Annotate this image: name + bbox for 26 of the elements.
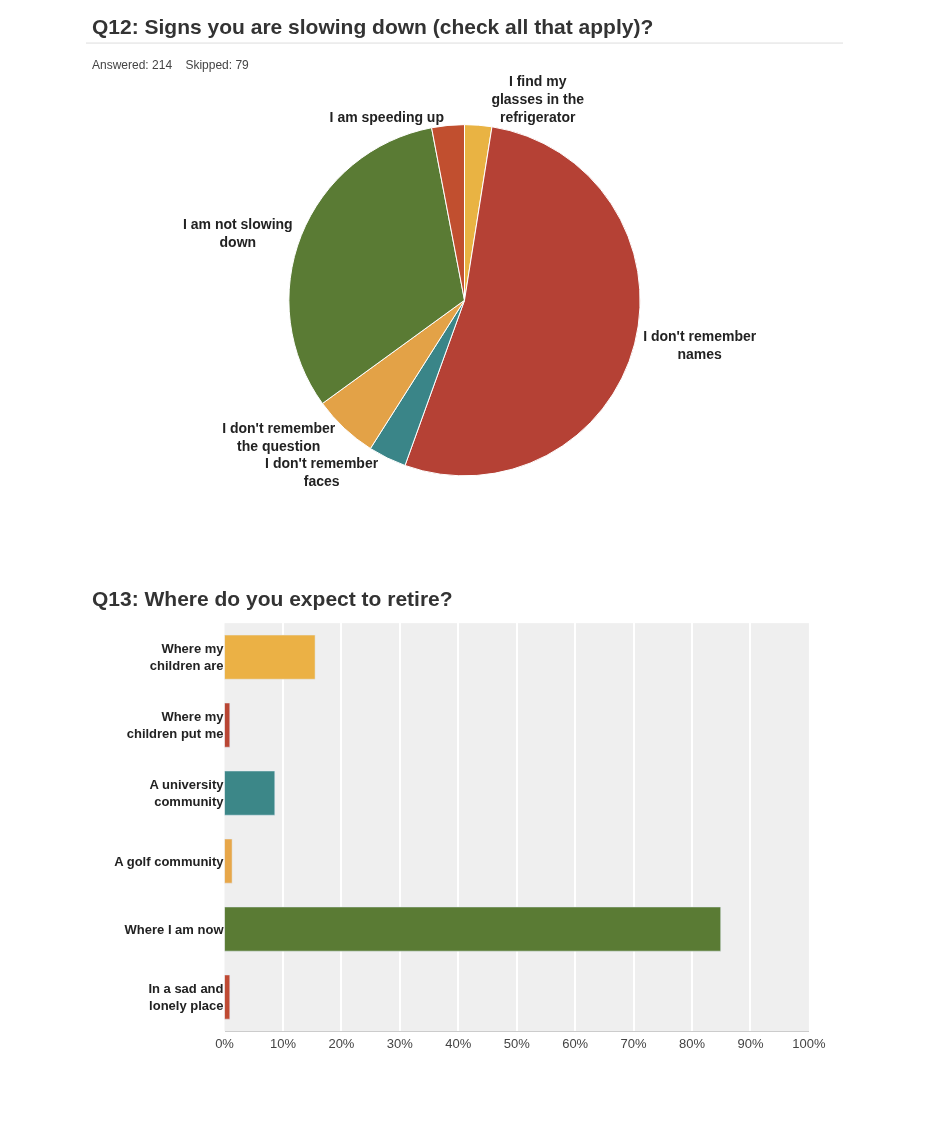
- y-tick-label: Where I am now: [124, 921, 225, 937]
- x-tick-label: 10%: [269, 1035, 297, 1051]
- slice-label: I am speeding up: [329, 109, 444, 126]
- slice-label: I don't remember names: [643, 327, 757, 363]
- x-tick-label: 90%: [737, 1035, 764, 1051]
- y-tick-label: Where my children are: [149, 641, 225, 674]
- slice-label: I find my glasses in the refrigerator: [491, 72, 585, 126]
- x-tick-label: 30%: [386, 1035, 414, 1051]
- y-tick-label: Where my children put me: [126, 709, 225, 742]
- chart-subtitle: Answered: 214 Skipped: 79: [92, 58, 250, 72]
- slice-label: I don't remember the question: [222, 420, 336, 455]
- y-tick-label: A golf community: [114, 853, 225, 869]
- chart-title: Q12: Signs you are slowing down (check all that apply)?: [92, 15, 654, 38]
- x-tick-label: 80%: [679, 1035, 706, 1051]
- x-tick-label: 20%: [328, 1035, 355, 1051]
- x-tick-label: 60%: [562, 1035, 589, 1051]
- x-tick-label: 0%: [215, 1035, 235, 1051]
- x-tick-label: 100%: [792, 1035, 826, 1051]
- x-tick-label: 70%: [620, 1035, 648, 1051]
- chart-title: Q13: Where do you expect to retire?: [92, 587, 453, 610]
- slice-label: I am not slowing down: [183, 216, 293, 251]
- x-tick-label: 50%: [503, 1035, 531, 1051]
- y-tick-label: In a sad and lonely place: [148, 981, 224, 1014]
- y-tick-label: A university community: [149, 777, 225, 810]
- x-tick-label: 40%: [445, 1035, 472, 1051]
- slice-label: I don't remember faces: [265, 454, 379, 489]
